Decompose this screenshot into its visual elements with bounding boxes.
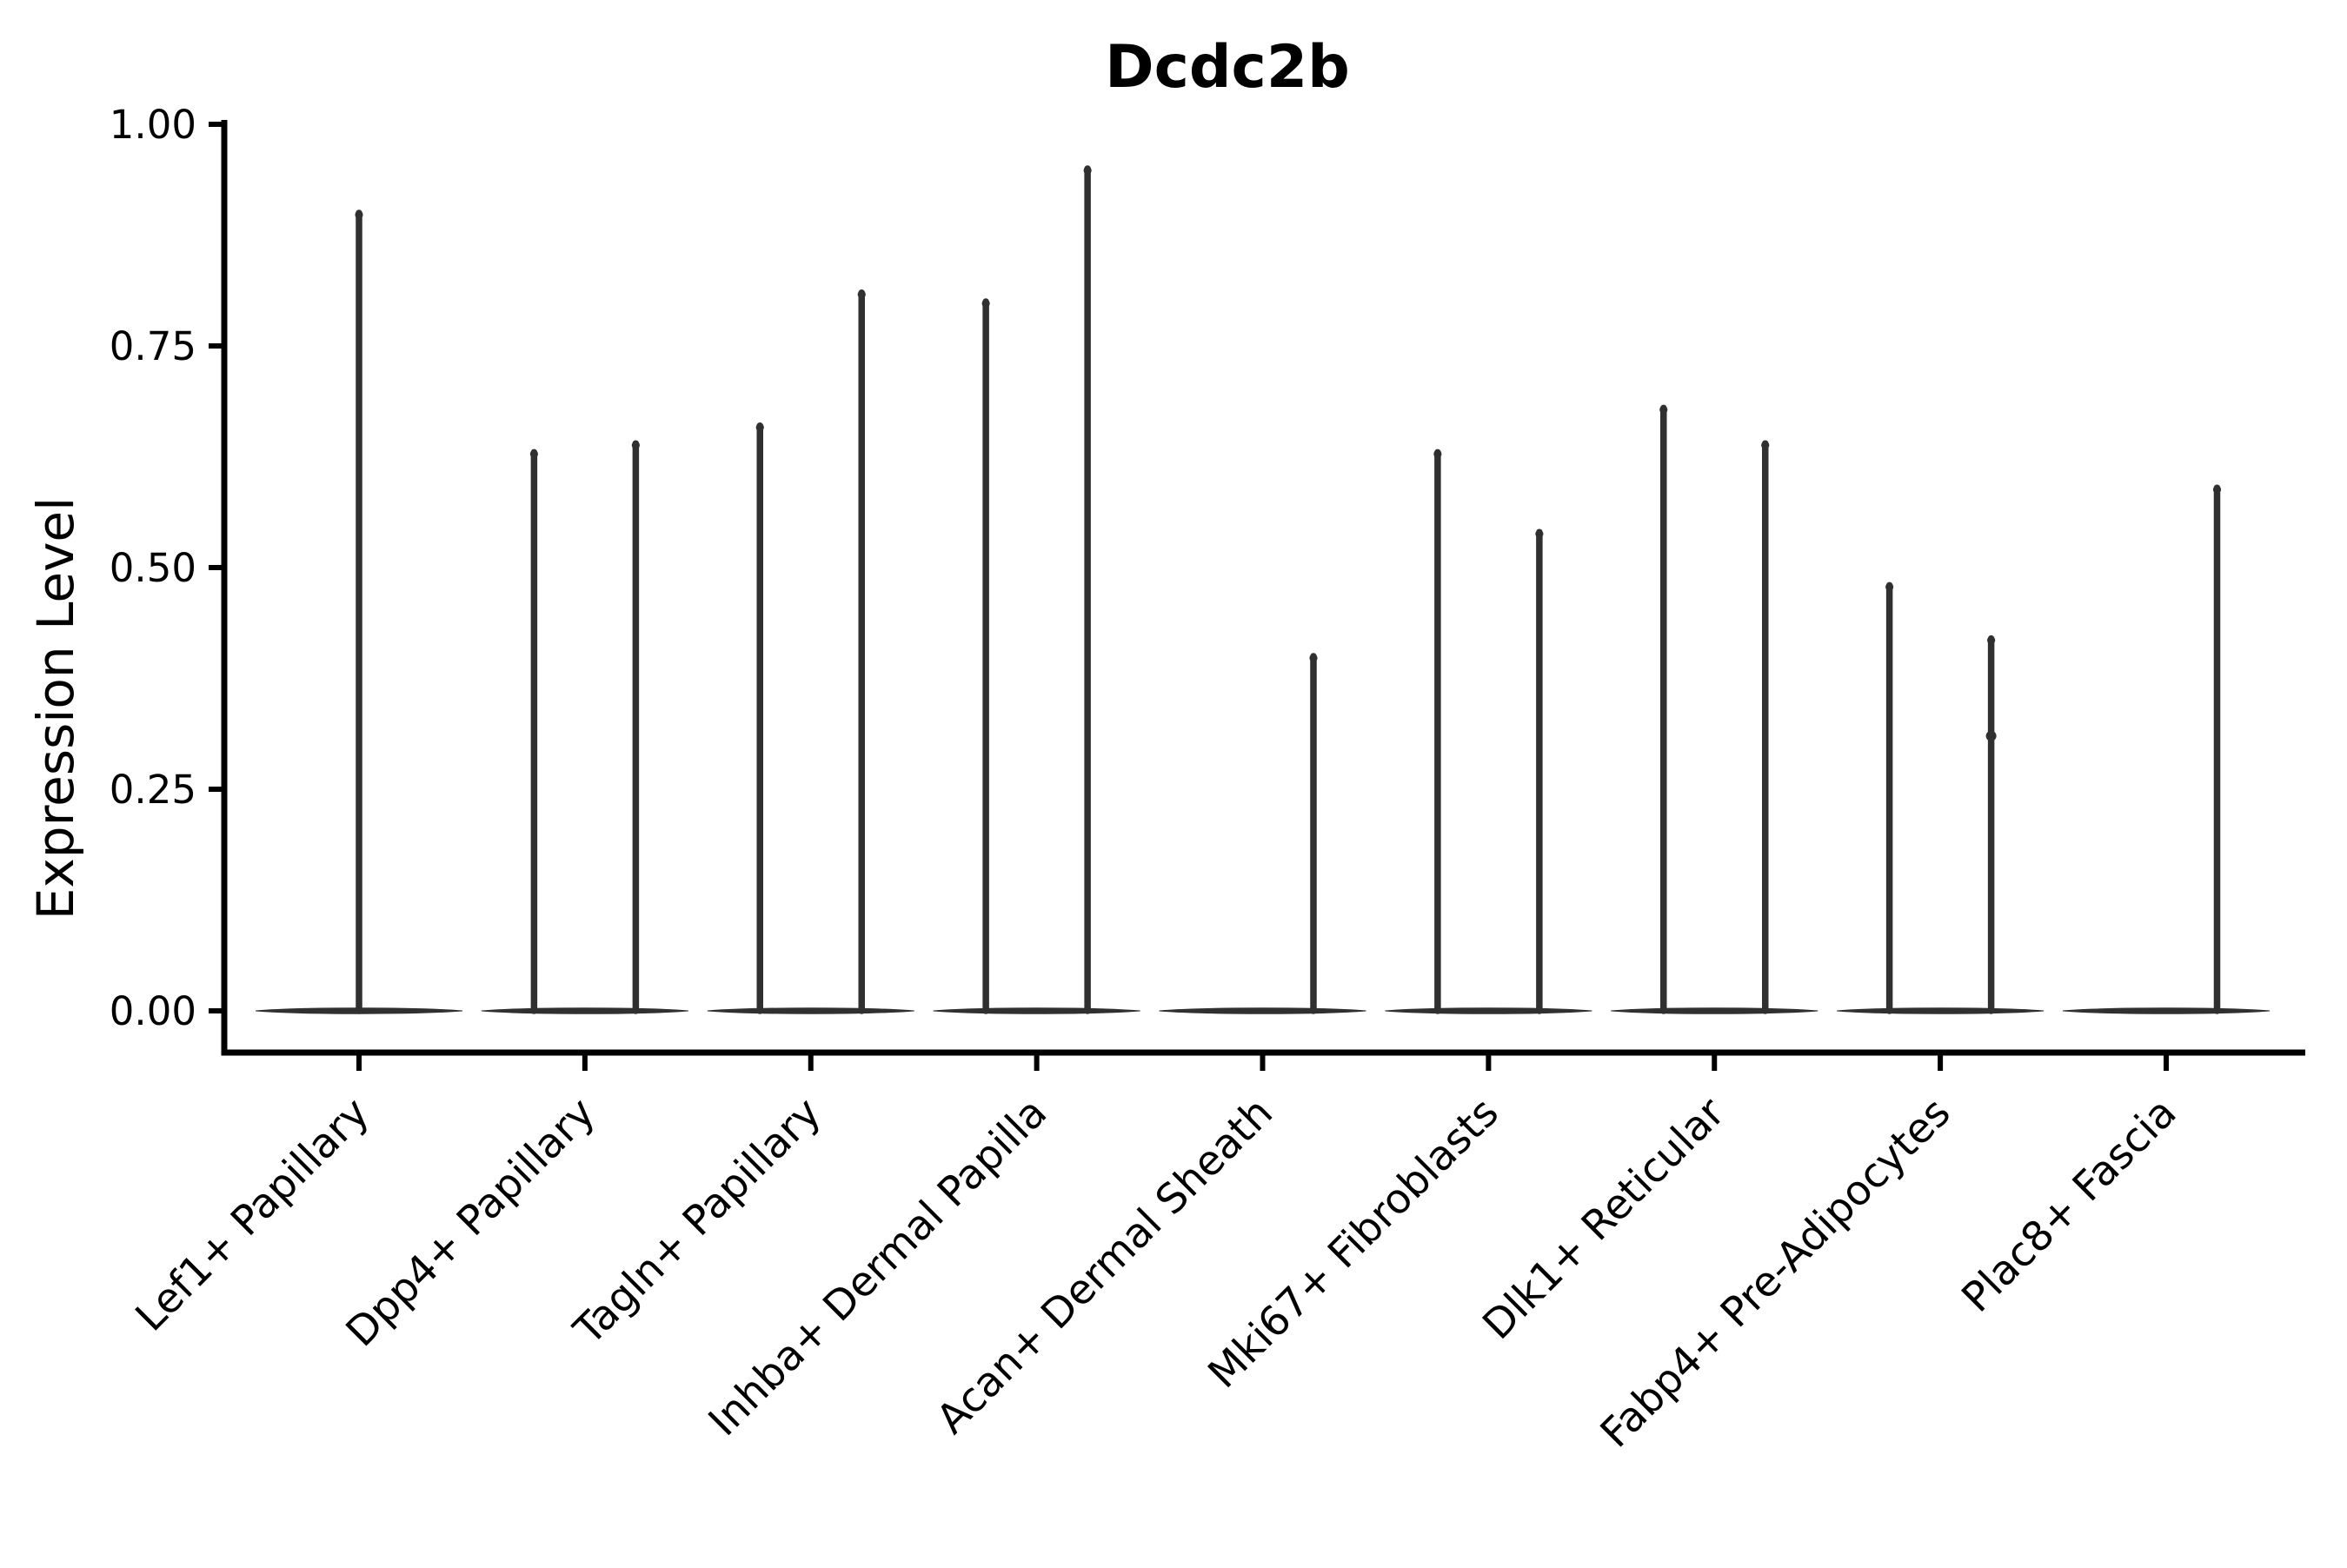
violin-base	[1837, 1007, 2044, 1014]
violin-spike-tip	[1659, 405, 1668, 414]
violin-base	[2062, 1007, 2271, 1014]
y-axis-title: Expression Level	[26, 497, 85, 920]
y-tick-label: 0.00	[110, 988, 196, 1034]
violin-base	[1611, 1007, 1818, 1014]
violin-spike-tip	[1433, 449, 1442, 459]
violin	[1385, 448, 1592, 1014]
violin-spike-tip	[1309, 654, 1318, 662]
axes-layer	[209, 120, 2305, 1071]
violin	[707, 289, 914, 1014]
violin	[481, 440, 688, 1014]
y-tick-label: 1.00	[110, 102, 196, 148]
violin-base	[1385, 1007, 1592, 1014]
violin-base	[933, 1007, 1140, 1014]
violin	[933, 165, 1140, 1014]
violin-spike-tip	[355, 210, 363, 219]
violin	[2062, 484, 2271, 1014]
violin-spike-tip	[1987, 636, 1996, 645]
violin-spike-tip	[1083, 166, 1092, 175]
x-tick-label: Tagln+ Papillary	[564, 1089, 830, 1355]
violin-spike-tip	[1535, 529, 1544, 538]
violins-layer	[255, 165, 2271, 1014]
labels-layer: 0.00 0.25 0.50 0.75 1.00 Lef1+ PapillaryDpp4+…	[110, 102, 2186, 1457]
y-tick-label: 0.25	[110, 767, 196, 813]
x-tick-label: Plac8+ Fascia	[1953, 1089, 2186, 1322]
violin-base	[1159, 1007, 1366, 1014]
violin-spike-tip	[529, 449, 538, 459]
violin-spike-tip	[857, 290, 866, 299]
chart-title: Dcdc2b	[1105, 33, 1350, 102]
x-tick-label: Dpp4+ Papillary	[337, 1089, 605, 1357]
violin-spike-tip	[1885, 582, 1894, 592]
violin	[1159, 653, 1366, 1014]
x-tick-label: Dlk1+ Reticular	[1473, 1088, 1734, 1349]
violin	[1837, 581, 2044, 1014]
violin	[1611, 404, 1818, 1014]
violin-base	[707, 1007, 914, 1014]
violin-spike-tip	[981, 299, 990, 308]
violin-spike-tip	[1761, 441, 1770, 449]
violin-base	[481, 1007, 688, 1014]
violin-spike-tip	[755, 423, 764, 432]
violin-spike-tip	[2212, 485, 2222, 494]
violin	[255, 209, 463, 1014]
x-tick-label: Lef1+ Papillary	[127, 1089, 379, 1341]
violin-spike-tip	[631, 441, 640, 449]
violin-bump	[1985, 730, 1997, 741]
y-tick-label: 0.50	[110, 545, 196, 591]
y-tick-label: 0.75	[110, 323, 196, 369]
